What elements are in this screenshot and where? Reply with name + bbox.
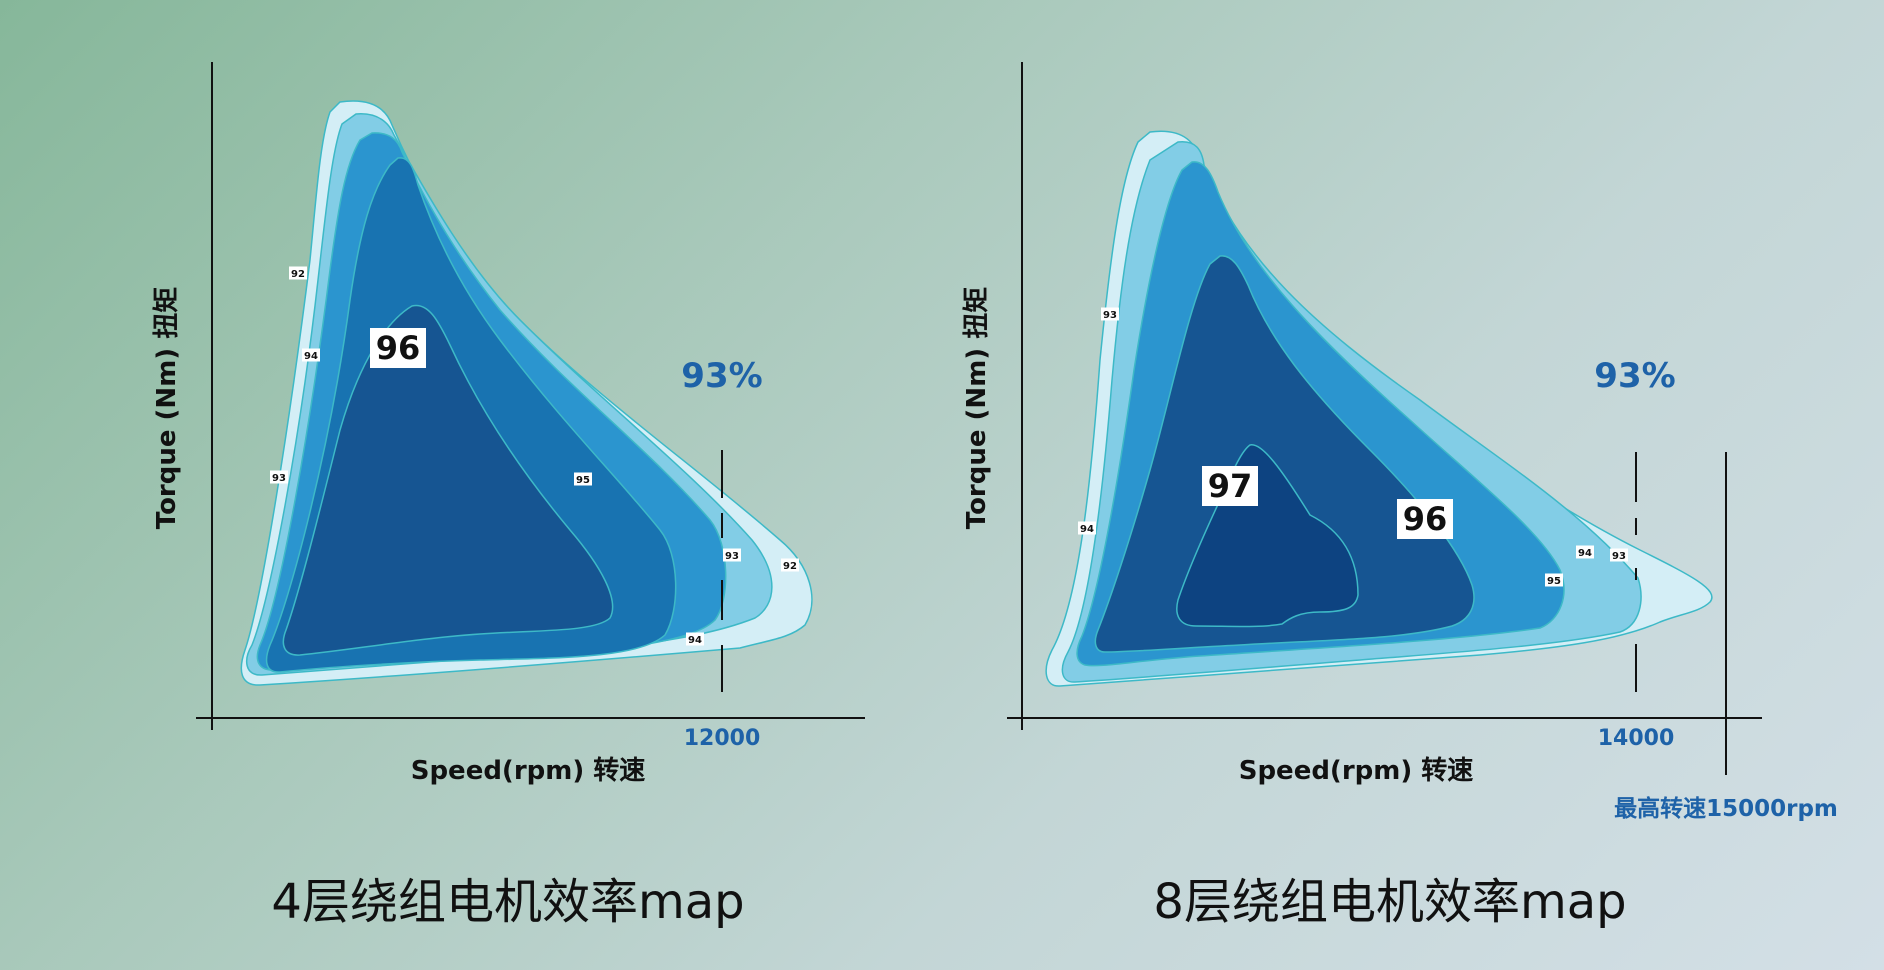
chart-title: 4层绕组电机效率map (271, 874, 744, 930)
region-label-box (289, 266, 307, 280)
region-label-box (686, 632, 704, 646)
x-axis-label: Speed(rpm) 转速 (411, 756, 646, 786)
region-label-box (723, 548, 741, 562)
region-label-92: 92 (781, 558, 799, 572)
region-label-97: 97 (1202, 466, 1258, 506)
region-label-box (1202, 466, 1258, 506)
region-label-box (1397, 499, 1453, 539)
region-label-93: 93 (1610, 548, 1628, 562)
region-label-box (1610, 548, 1628, 562)
region-labels: 96 92 94 93 95 93 92 94 (270, 266, 799, 646)
region-label-93: 93 (1101, 307, 1119, 321)
region-label-text: 97 (1208, 467, 1253, 505)
region-label-box (1078, 521, 1096, 535)
axes (196, 62, 865, 730)
region-label-text: 94 (1080, 524, 1094, 535)
region-label-text: 96 (1403, 500, 1448, 538)
region-label-text: 94 (304, 351, 318, 362)
chart-title: 8层绕组电机效率map (1153, 874, 1626, 930)
chart-8-layer: Torque (Nm) 扭矩 Speed(rpm) 转速 14000 93% 最… (962, 62, 1838, 930)
contour-bands (1045, 130, 1713, 687)
region-label-box (1576, 545, 1594, 559)
x-tick-label: 14000 (1598, 726, 1675, 751)
region-label-93: 93 (723, 548, 741, 562)
region-label-94: 94 (686, 632, 704, 646)
region-label-95: 95 (1545, 573, 1563, 587)
region-label-text: 93 (1103, 310, 1117, 321)
efficiency-annotation: 93% (1594, 356, 1675, 396)
region-label-93: 93 (270, 470, 288, 484)
region-labels: 97 96 93 94 94 93 95 (1078, 307, 1628, 587)
region-label-box (370, 328, 426, 368)
region-label-box (302, 348, 320, 362)
region-label-box (270, 470, 288, 484)
region-label-text: 96 (376, 329, 421, 367)
x-tick-label: 12000 (684, 726, 761, 751)
contour-bands (240, 100, 813, 686)
chart-4-layer: Torque (Nm) 扭矩 Speed(rpm) 转速 12000 93% 4… (152, 62, 865, 930)
region-label-text: 94 (688, 635, 702, 646)
max-speed-label: 最高转速15000rpm (1614, 795, 1838, 822)
region-label-box (1545, 573, 1563, 587)
region-label-text: 93 (1612, 551, 1626, 562)
axes (1007, 62, 1762, 775)
band-95 (1094, 255, 1475, 653)
region-label-95: 95 (574, 472, 592, 486)
region-label-92: 92 (289, 266, 307, 280)
region-label-94: 94 (1576, 545, 1594, 559)
region-label-text: 93 (272, 473, 286, 484)
region-label-text: 92 (783, 561, 797, 572)
region-label-text: 95 (576, 475, 590, 486)
region-label-text: 92 (291, 269, 305, 280)
band-96 (282, 304, 614, 656)
y-axis-label: Torque (Nm) 扭矩 (152, 287, 182, 529)
region-label-box (574, 472, 592, 486)
region-label-94: 94 (302, 348, 320, 362)
region-label-box (781, 558, 799, 572)
region-label-text: 95 (1547, 576, 1561, 587)
band-97 (1176, 444, 1359, 628)
region-label-94: 94 (1078, 521, 1096, 535)
region-label-96: 96 (370, 328, 426, 368)
y-axis-label: Torque (Nm) 扭矩 (962, 287, 992, 529)
region-label-96: 96 (1397, 499, 1453, 539)
region-label-box (1101, 307, 1119, 321)
region-label-text: 93 (725, 551, 739, 562)
region-label-text: 94 (1578, 548, 1592, 559)
efficiency-annotation: 93% (681, 356, 762, 396)
x-axis-label: Speed(rpm) 转速 (1239, 756, 1474, 786)
